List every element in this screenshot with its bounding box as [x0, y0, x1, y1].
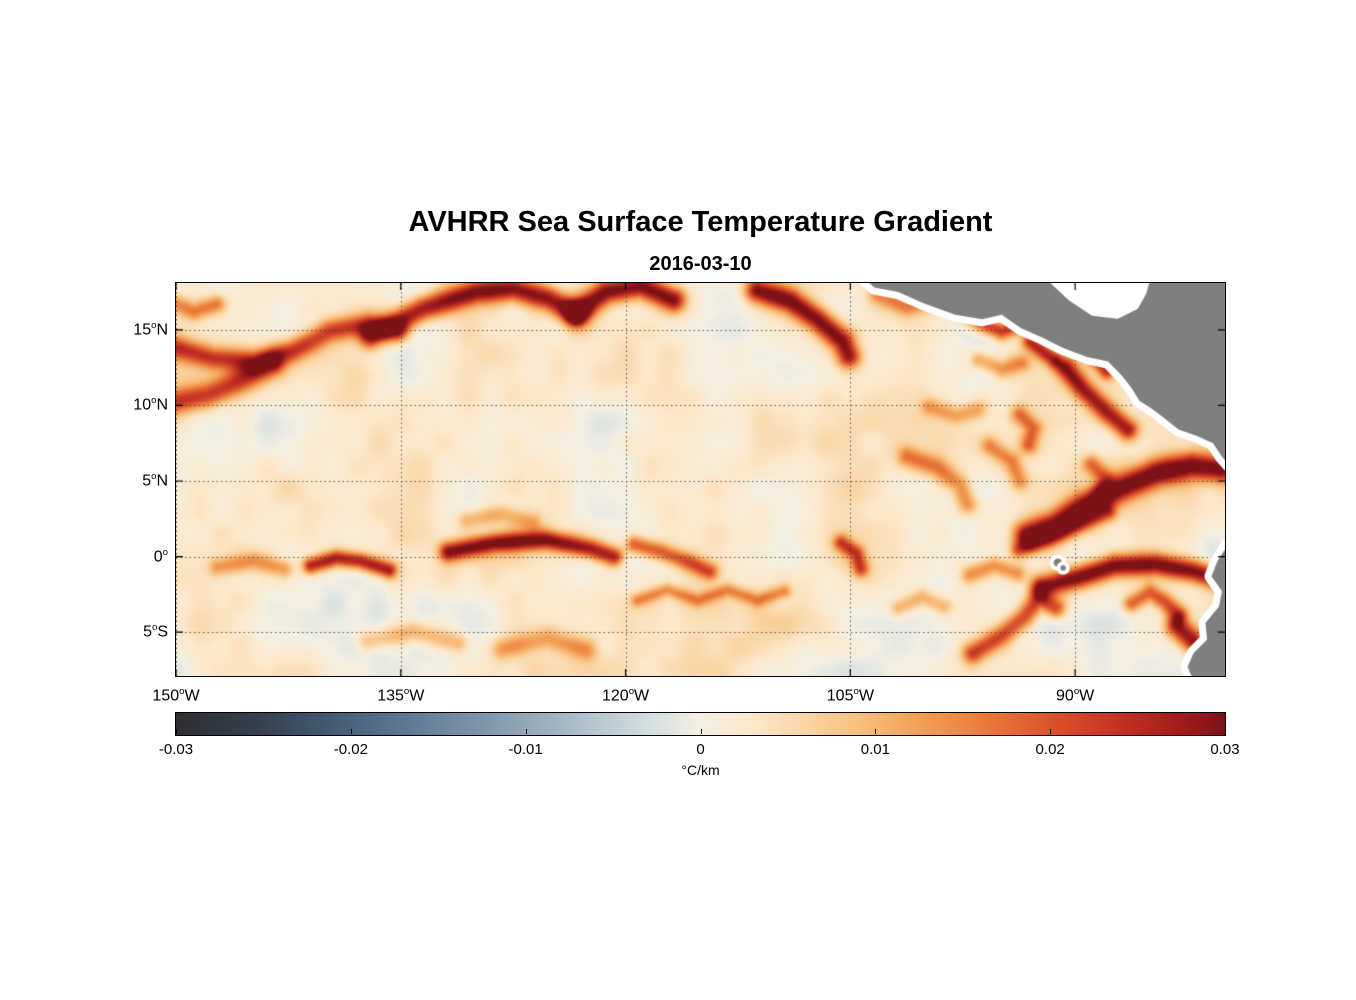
- y-tick-label: 5oN: [142, 471, 168, 490]
- x-tick-label: 120oW: [601, 686, 650, 705]
- colorbar-tick-label: 0: [696, 741, 705, 758]
- x-tick-label: 90oW: [1056, 686, 1095, 705]
- colorbar-unit-label: °C/km: [681, 762, 720, 778]
- y-tick-label: 5oS: [143, 622, 168, 641]
- sst-gradient-map-canvas: [175, 282, 1226, 677]
- chart-date-subtitle: 2016-03-10: [649, 253, 752, 275]
- colorbar-tick-label: -0.02: [333, 741, 368, 758]
- y-tick-label: 10oN: [133, 395, 168, 414]
- y-tick-label: 15oN: [133, 319, 168, 339]
- y-tick-label: 0o: [153, 546, 168, 565]
- colorbar: [175, 712, 1226, 736]
- colorbar-tick-label: -0.01: [508, 741, 543, 758]
- x-tick-label: 150oW: [152, 686, 200, 705]
- colorbar-tick-label: -0.03: [158, 741, 194, 758]
- colorbar-tick-label: 0.02: [1035, 741, 1065, 758]
- x-tick-label: 135oW: [377, 686, 425, 705]
- colorbar-tick-label: 0.03: [1210, 741, 1240, 758]
- chart-title: AVHRR Sea Surface Temperature Gradient: [408, 206, 993, 238]
- x-tick-label: 105oW: [826, 686, 874, 705]
- colorbar-tick-label: 0.01: [860, 741, 890, 758]
